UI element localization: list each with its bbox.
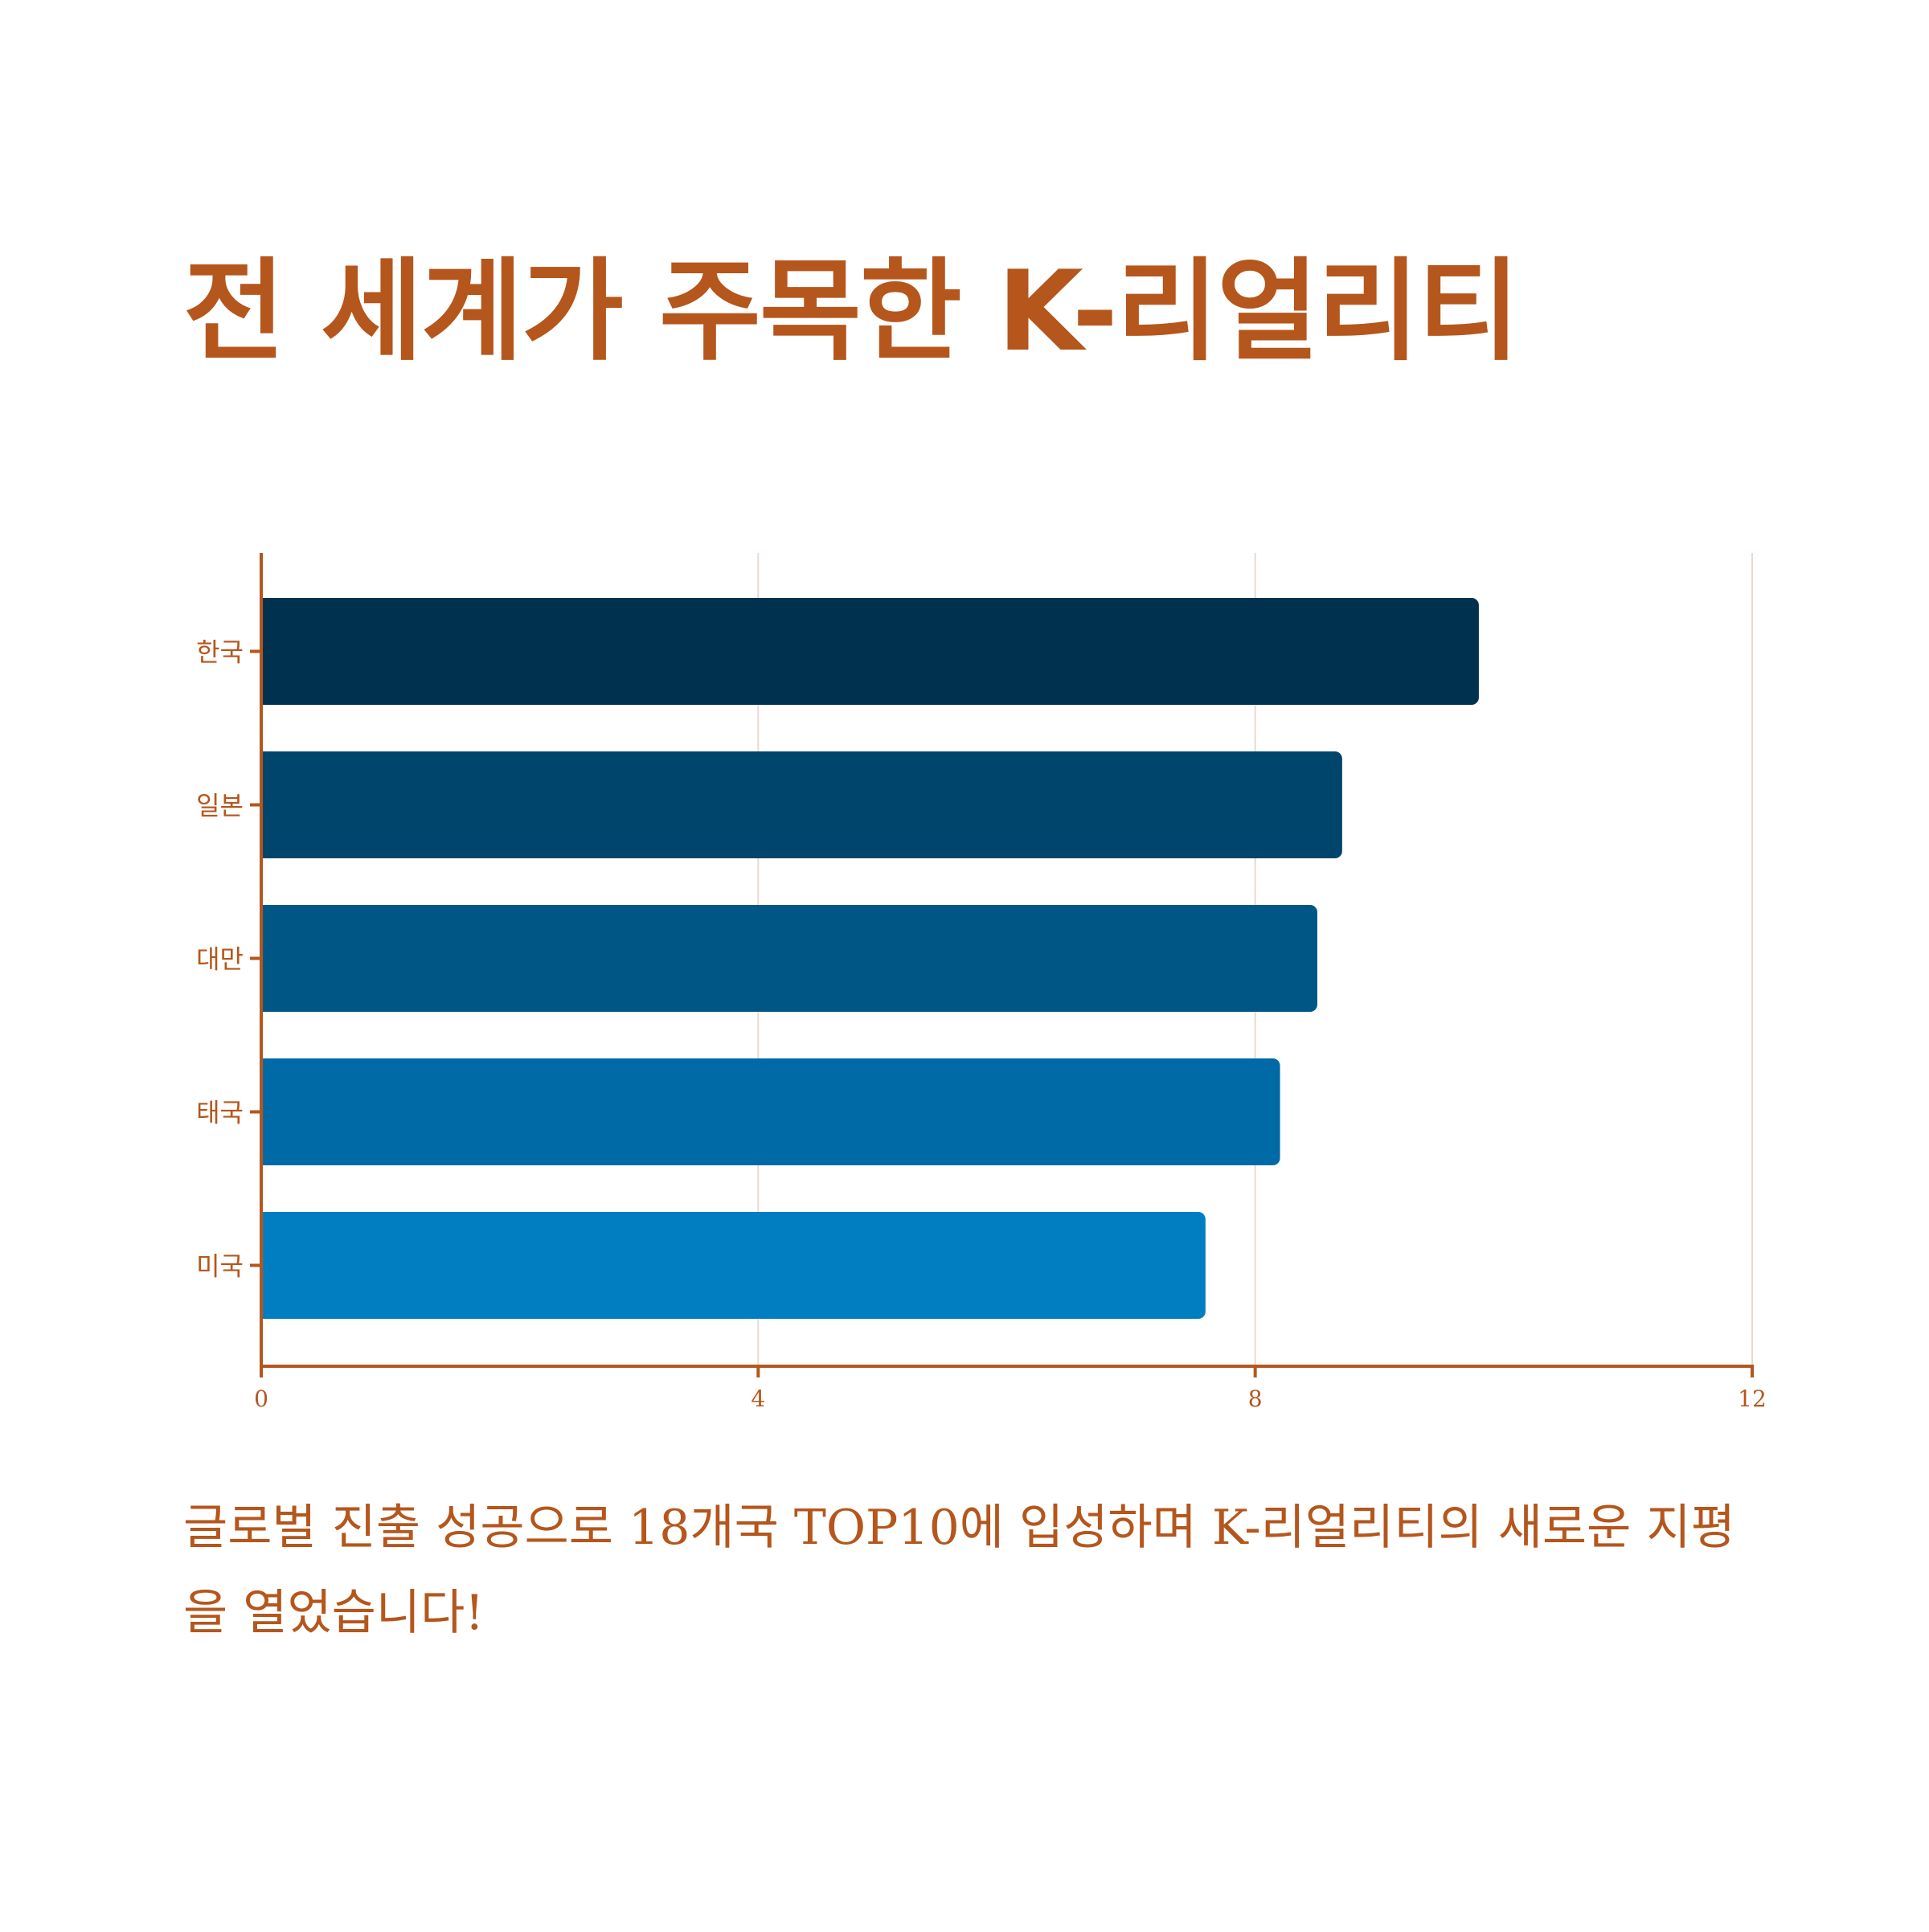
bar-base xyxy=(261,1212,271,1319)
bar xyxy=(261,905,1317,1012)
y-tick-label: 한국 xyxy=(196,637,244,668)
caption-text: 글로벌 진출 성공으로 18개국 TOP10에 입성하며 K-리얼리티의 새로운… xyxy=(183,1500,1735,1641)
bar xyxy=(261,1058,1280,1165)
x-tick-label: 8 xyxy=(1248,1386,1263,1412)
x-tick-label: 12 xyxy=(1738,1386,1767,1412)
bar-base xyxy=(261,1058,271,1165)
bar xyxy=(261,751,1342,858)
y-tick-label: 미국 xyxy=(196,1251,244,1282)
x-tick-label: 0 xyxy=(254,1386,268,1412)
y-tick-label: 태국 xyxy=(196,1098,244,1128)
y-tick-label: 일본 xyxy=(196,791,244,821)
bar-base xyxy=(261,751,271,858)
bar-base xyxy=(261,905,271,1012)
y-tick-label: 대만 xyxy=(196,944,244,975)
bar xyxy=(261,1212,1206,1319)
page-title: 전 세계가 주목한 K-리얼리티 xyxy=(183,247,1520,376)
bar-base xyxy=(261,598,271,705)
bar xyxy=(261,598,1479,705)
x-tick-label: 4 xyxy=(751,1386,765,1412)
